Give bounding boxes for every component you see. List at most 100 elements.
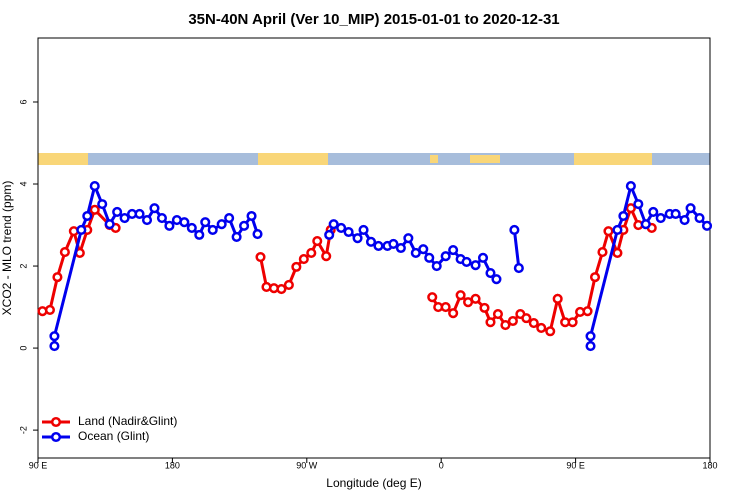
point [612, 224, 623, 236]
point [179, 217, 190, 228]
point [104, 219, 115, 230]
series-line [42, 204, 653, 334]
point [448, 245, 459, 256]
point [448, 308, 459, 319]
point [365, 236, 377, 247]
point [431, 260, 442, 272]
point [440, 251, 451, 262]
point [585, 340, 596, 352]
point [603, 226, 614, 237]
point [597, 247, 608, 258]
point [479, 302, 490, 313]
point [477, 252, 489, 263]
point [485, 317, 496, 328]
point [470, 260, 481, 271]
point [585, 331, 596, 342]
point [358, 224, 369, 236]
point [470, 293, 481, 304]
point [513, 263, 524, 274]
point [582, 306, 593, 317]
point [239, 220, 250, 231]
point [52, 272, 63, 283]
point [521, 313, 532, 324]
point [164, 220, 175, 231]
point [49, 340, 60, 352]
point [633, 199, 644, 210]
point [283, 279, 294, 290]
point [455, 290, 466, 301]
point [231, 231, 242, 242]
point [485, 267, 496, 279]
x-tick-label: 90 W [296, 460, 318, 470]
point [618, 210, 629, 222]
point [149, 203, 160, 214]
point [612, 247, 623, 258]
point [112, 206, 123, 217]
point [373, 240, 384, 251]
point [427, 292, 438, 303]
point [134, 208, 145, 220]
point [424, 252, 435, 263]
point [276, 283, 287, 295]
point [324, 229, 335, 240]
x-tick-label: 90 E [29, 460, 48, 470]
x-tick-label: 180 [702, 460, 717, 470]
point [655, 213, 666, 224]
point [291, 261, 302, 272]
point [352, 233, 363, 244]
point [89, 204, 100, 215]
point [59, 247, 70, 258]
land-mask-strip [38, 153, 710, 165]
point [119, 213, 130, 224]
point [670, 208, 681, 220]
point [343, 226, 354, 238]
point [403, 233, 414, 244]
y-tick-label: 6 [18, 99, 28, 104]
point [298, 254, 309, 265]
y-tick-label: 0 [18, 346, 28, 351]
point [246, 210, 257, 222]
point [194, 229, 205, 240]
point [44, 304, 55, 315]
point [701, 220, 713, 231]
point [648, 206, 659, 217]
point [89, 181, 100, 192]
point [306, 247, 317, 258]
point [328, 219, 339, 230]
point [589, 272, 601, 283]
y-tick-label: -2 [18, 426, 28, 434]
point [200, 217, 211, 228]
point [552, 293, 563, 304]
point [685, 203, 696, 214]
point [536, 322, 547, 334]
point [410, 247, 421, 258]
point [186, 222, 197, 233]
legend-label: Land (Nadir&Glint) [78, 414, 177, 428]
point [492, 308, 503, 320]
point [679, 215, 690, 226]
point [694, 213, 705, 224]
point [509, 224, 520, 236]
point [418, 244, 429, 255]
y-tick-label: 4 [18, 182, 28, 187]
legend-marker [50, 431, 62, 443]
point [567, 317, 578, 328]
point [528, 318, 539, 329]
point [312, 235, 323, 247]
x-tick-label: 90 E [566, 460, 585, 470]
chart-title: 35N-40N April (Ver 10_MIP) 2015-01-01 to… [188, 11, 559, 28]
plot-frame [37, 37, 711, 459]
point [321, 251, 332, 262]
point [156, 213, 167, 224]
point [49, 331, 60, 342]
x-tick-label: 180 [165, 460, 180, 470]
point [461, 256, 472, 267]
y-axis-label: XCO2 - MLO trend (ppm) [0, 181, 14, 316]
point [82, 210, 93, 222]
point [507, 315, 518, 327]
point [216, 219, 227, 230]
x-tick-label: 0 [439, 460, 444, 470]
x-axis-label: Longitude (deg E) [326, 476, 421, 490]
point [640, 219, 651, 230]
